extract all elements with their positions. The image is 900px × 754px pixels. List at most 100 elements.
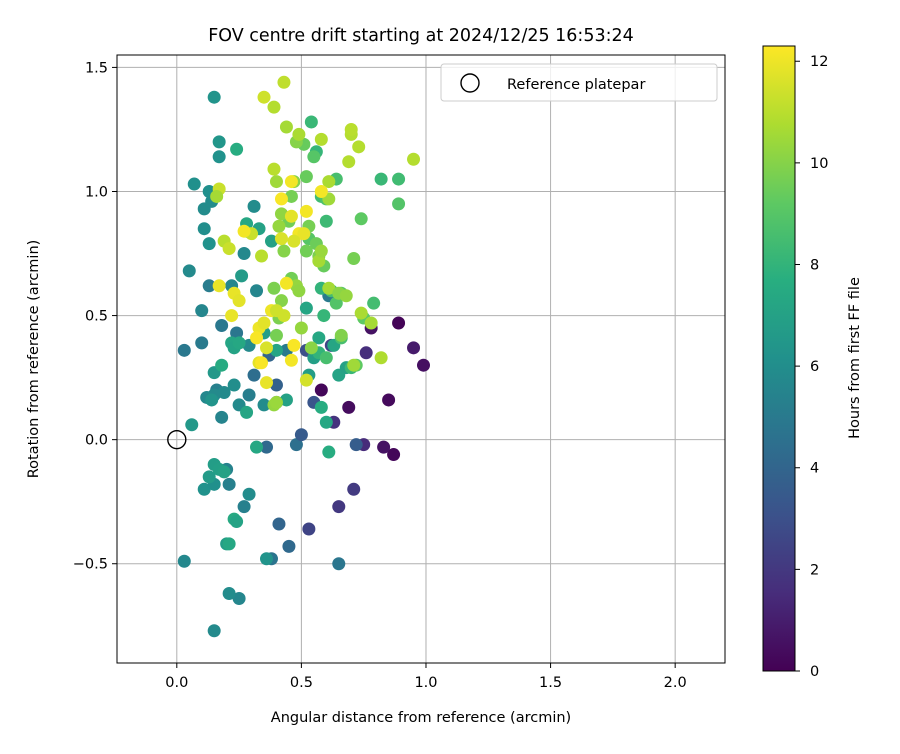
scatter-point xyxy=(235,269,249,283)
scatter-point xyxy=(212,135,226,149)
scatter-point xyxy=(255,356,269,370)
x-tick-label: 2.0 xyxy=(664,675,687,691)
scatter-point xyxy=(267,162,281,176)
scatter-point xyxy=(269,343,283,357)
scatter-point xyxy=(392,172,406,186)
scatter-point xyxy=(312,254,326,268)
scatter-point xyxy=(202,279,216,293)
scatter-point xyxy=(237,224,251,238)
legend-box xyxy=(440,63,718,102)
scatter-point xyxy=(255,249,269,263)
scatter-point xyxy=(332,500,346,514)
scatter-point xyxy=(242,388,256,402)
scatter-point xyxy=(257,398,271,412)
colorbar-tick-label: 8 xyxy=(810,257,819,273)
scatter-point xyxy=(297,227,311,241)
chart-title: FOV centre drift starting at 2024/12/25 … xyxy=(208,26,634,46)
scatter-point xyxy=(177,554,191,568)
scatter-point xyxy=(240,405,254,419)
scatter-point xyxy=(215,318,229,332)
x-tick-label: 0.5 xyxy=(290,675,313,691)
scatter-point xyxy=(319,415,333,429)
scatter-point xyxy=(392,316,406,330)
scatter-point xyxy=(207,624,221,638)
scatter-point xyxy=(322,175,336,189)
scatter-point xyxy=(364,316,378,330)
scatter-point xyxy=(202,237,216,251)
scatter-point xyxy=(352,140,366,154)
x-tick-label: 1.5 xyxy=(539,675,562,691)
scatter-point xyxy=(307,150,321,164)
colorbar-tick-label: 12 xyxy=(810,54,828,70)
scatter-point xyxy=(407,341,421,355)
scatter-point xyxy=(292,127,306,141)
scatter-point xyxy=(222,477,236,491)
scatter-point xyxy=(287,338,301,352)
scatter-point xyxy=(319,214,333,228)
scatter-point xyxy=(347,358,361,372)
scatter-point xyxy=(312,331,326,345)
scatter-point xyxy=(215,358,229,372)
scatter-point xyxy=(232,294,246,308)
colorbar-tick-label: 4 xyxy=(810,461,819,477)
scatter-point xyxy=(284,353,298,367)
colorbar-tick-label: 10 xyxy=(810,156,828,172)
scatter-point xyxy=(227,378,241,392)
scatter-point xyxy=(269,378,283,392)
legend-marker-icon xyxy=(460,73,480,93)
colorbar-ticks: 0 2 4 6 8 10 12 xyxy=(795,54,828,680)
scatter-point xyxy=(314,132,328,146)
scatter-point xyxy=(269,328,283,342)
scatter-point xyxy=(274,232,288,246)
reference-platepar-marker xyxy=(167,429,187,450)
scatter-point xyxy=(195,336,209,350)
scatter-point xyxy=(267,281,281,295)
scatter-point xyxy=(272,219,286,233)
scatter-point xyxy=(299,170,313,184)
scatter-point xyxy=(299,373,313,387)
grid xyxy=(117,55,725,663)
scatter-point xyxy=(334,328,348,342)
scatter-point xyxy=(260,376,274,390)
scatter-point xyxy=(177,343,191,357)
scatter-point xyxy=(387,448,401,462)
y-tick-label: 0.0 xyxy=(85,433,108,449)
scatter-point xyxy=(282,539,296,553)
scatter-point xyxy=(197,482,211,496)
scatter-point xyxy=(342,155,356,169)
scatter-point xyxy=(222,242,236,256)
scatter-point xyxy=(347,251,361,265)
scatter-point xyxy=(349,438,363,452)
scatter-point xyxy=(299,301,313,315)
scatter-point xyxy=(344,122,358,136)
scatter-point xyxy=(314,383,328,397)
scatter-point xyxy=(279,393,293,407)
scatter-point xyxy=(210,189,224,203)
y-axis-label: Rotation from reference (arcmin) xyxy=(26,240,42,479)
scatter-point xyxy=(222,537,236,551)
scatter-point xyxy=(359,346,373,360)
scatter-point xyxy=(407,152,421,166)
y-tick-label: 1.5 xyxy=(85,60,108,76)
scatter-point xyxy=(264,234,278,248)
scatter-point xyxy=(314,244,328,258)
scatter-point xyxy=(232,591,246,605)
scatter-point xyxy=(269,175,283,189)
scatter-point xyxy=(277,309,291,323)
scatter-point xyxy=(287,234,301,248)
scatter-point xyxy=(317,309,331,323)
scatter-point xyxy=(260,552,274,566)
scatter-point xyxy=(207,90,221,104)
scatter-point xyxy=(322,445,336,459)
scatter-point xyxy=(374,172,388,186)
scatter-point xyxy=(257,316,271,330)
scatter-point xyxy=(302,522,316,536)
scatter-point xyxy=(257,90,271,104)
scatter-point xyxy=(294,321,308,335)
scatter-point xyxy=(329,296,343,310)
scatter-point xyxy=(284,175,298,189)
colorbar-frame xyxy=(762,45,796,672)
scatter-point xyxy=(274,192,288,206)
scatter-point xyxy=(222,587,236,601)
scatter-point xyxy=(374,351,388,365)
